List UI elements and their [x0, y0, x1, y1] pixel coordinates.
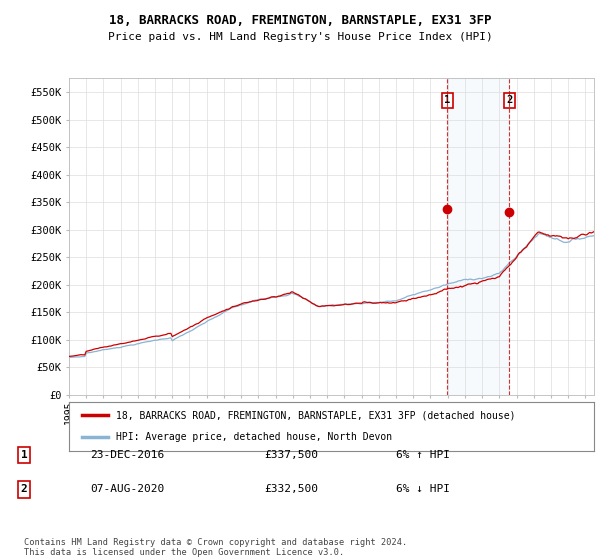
Text: £337,500: £337,500: [264, 450, 318, 460]
Text: 23-DEC-2016: 23-DEC-2016: [90, 450, 164, 460]
Text: 6% ↑ HPI: 6% ↑ HPI: [396, 450, 450, 460]
Text: HPI: Average price, detached house, North Devon: HPI: Average price, detached house, Nort…: [116, 432, 392, 442]
Text: £332,500: £332,500: [264, 484, 318, 494]
Text: 2: 2: [20, 484, 28, 494]
Text: Contains HM Land Registry data © Crown copyright and database right 2024.
This d: Contains HM Land Registry data © Crown c…: [24, 538, 407, 557]
Text: 07-AUG-2020: 07-AUG-2020: [90, 484, 164, 494]
Text: Price paid vs. HM Land Registry's House Price Index (HPI): Price paid vs. HM Land Registry's House …: [107, 32, 493, 42]
Text: 2: 2: [506, 95, 512, 105]
Text: 18, BARRACKS ROAD, FREMINGTON, BARNSTAPLE, EX31 3FP (detached house): 18, BARRACKS ROAD, FREMINGTON, BARNSTAPL…: [116, 410, 516, 421]
Text: 1: 1: [20, 450, 28, 460]
Text: 18, BARRACKS ROAD, FREMINGTON, BARNSTAPLE, EX31 3FP: 18, BARRACKS ROAD, FREMINGTON, BARNSTAPL…: [109, 14, 491, 27]
Text: 1: 1: [444, 95, 451, 105]
Bar: [448, 78, 509, 395]
Text: 6% ↓ HPI: 6% ↓ HPI: [396, 484, 450, 494]
